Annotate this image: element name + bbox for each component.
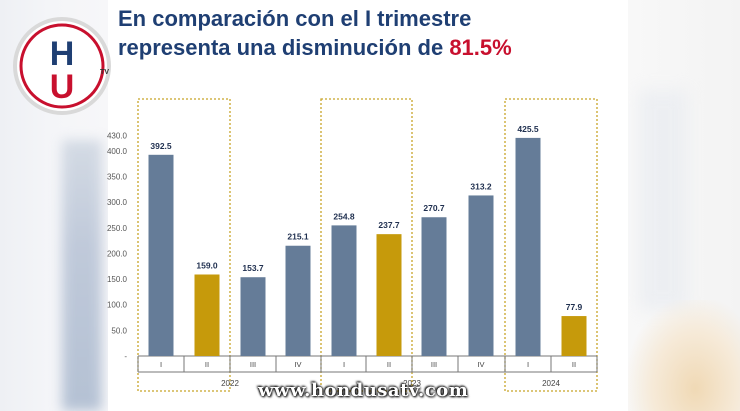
headline-percentage: 81.5% [449, 35, 512, 60]
quarter-label: I [343, 360, 345, 369]
year-label: 2022 [221, 379, 239, 388]
y-tick-label: 50.0 [111, 326, 127, 335]
data-label: 237.7 [378, 220, 400, 230]
year-label: 2023 [403, 379, 421, 388]
data-label: 215.1 [287, 232, 309, 242]
bar-2024-I [515, 137, 541, 356]
bar-2023-II [376, 234, 402, 356]
y-tick-label: 100.0 [107, 301, 128, 310]
highlight-box [504, 98, 598, 392]
y-tick-label: 250.0 [107, 224, 128, 233]
logo-letter-u: U [50, 68, 75, 106]
bar-2023-IV [468, 195, 494, 356]
data-label: 425.5 [517, 124, 539, 134]
right-blur-streak [638, 90, 688, 310]
bar-2022-III [240, 277, 266, 356]
hondusatv-logo: H U TV [13, 17, 111, 115]
bar-2022-IV [285, 245, 311, 356]
data-label: 153.7 [242, 263, 264, 273]
data-label: 77.9 [566, 302, 583, 312]
quarter-label: II [572, 360, 576, 369]
y-tick-label: - [124, 352, 127, 361]
bar-2023-III [421, 217, 447, 356]
y-tick-label: 400.0 [107, 147, 128, 156]
y-tick-label: 300.0 [107, 198, 128, 207]
quarter-label: III [431, 360, 437, 369]
watermark: www.hondusatv.com [258, 380, 469, 401]
headline-line-1: En comparación con el I trimestre [118, 6, 472, 31]
headline-line-2: representa una disminución de [118, 35, 450, 60]
logo-letter-h: H [50, 35, 75, 73]
quarter-label: IV [294, 360, 301, 369]
bar-2023-I [331, 225, 357, 356]
year-label: 2024 [542, 379, 560, 388]
bar-2024-II [561, 316, 587, 356]
logo-tv: TV [100, 69, 109, 76]
data-label: 313.2 [470, 181, 492, 191]
y-tick-label: 150.0 [107, 275, 128, 284]
data-label: 159.0 [196, 260, 218, 270]
bar-2022-II [194, 274, 220, 356]
right-blur-glow [628, 300, 740, 411]
quarter-label: I [160, 360, 162, 369]
y-tick-label: 200.0 [107, 249, 128, 258]
y-tick-label: 350.0 [107, 173, 128, 182]
right-background [628, 0, 740, 411]
left-blur-streak [62, 140, 102, 411]
bar-2022-I [148, 154, 174, 356]
quarter-label: I [527, 360, 529, 369]
highlight-box [320, 98, 413, 392]
quarter-label: II [205, 360, 209, 369]
data-label: 254.8 [333, 211, 355, 221]
y-tick-label: 430.0 [107, 132, 128, 141]
highlight-box [137, 98, 231, 392]
data-label: 392.5 [150, 141, 172, 151]
data-label: 270.7 [423, 203, 445, 213]
quarter-label: IV [477, 360, 484, 369]
headline: En comparación con el I trimestre repres… [118, 4, 512, 62]
quarter-label: II [387, 360, 391, 369]
quarter-label: III [250, 360, 256, 369]
